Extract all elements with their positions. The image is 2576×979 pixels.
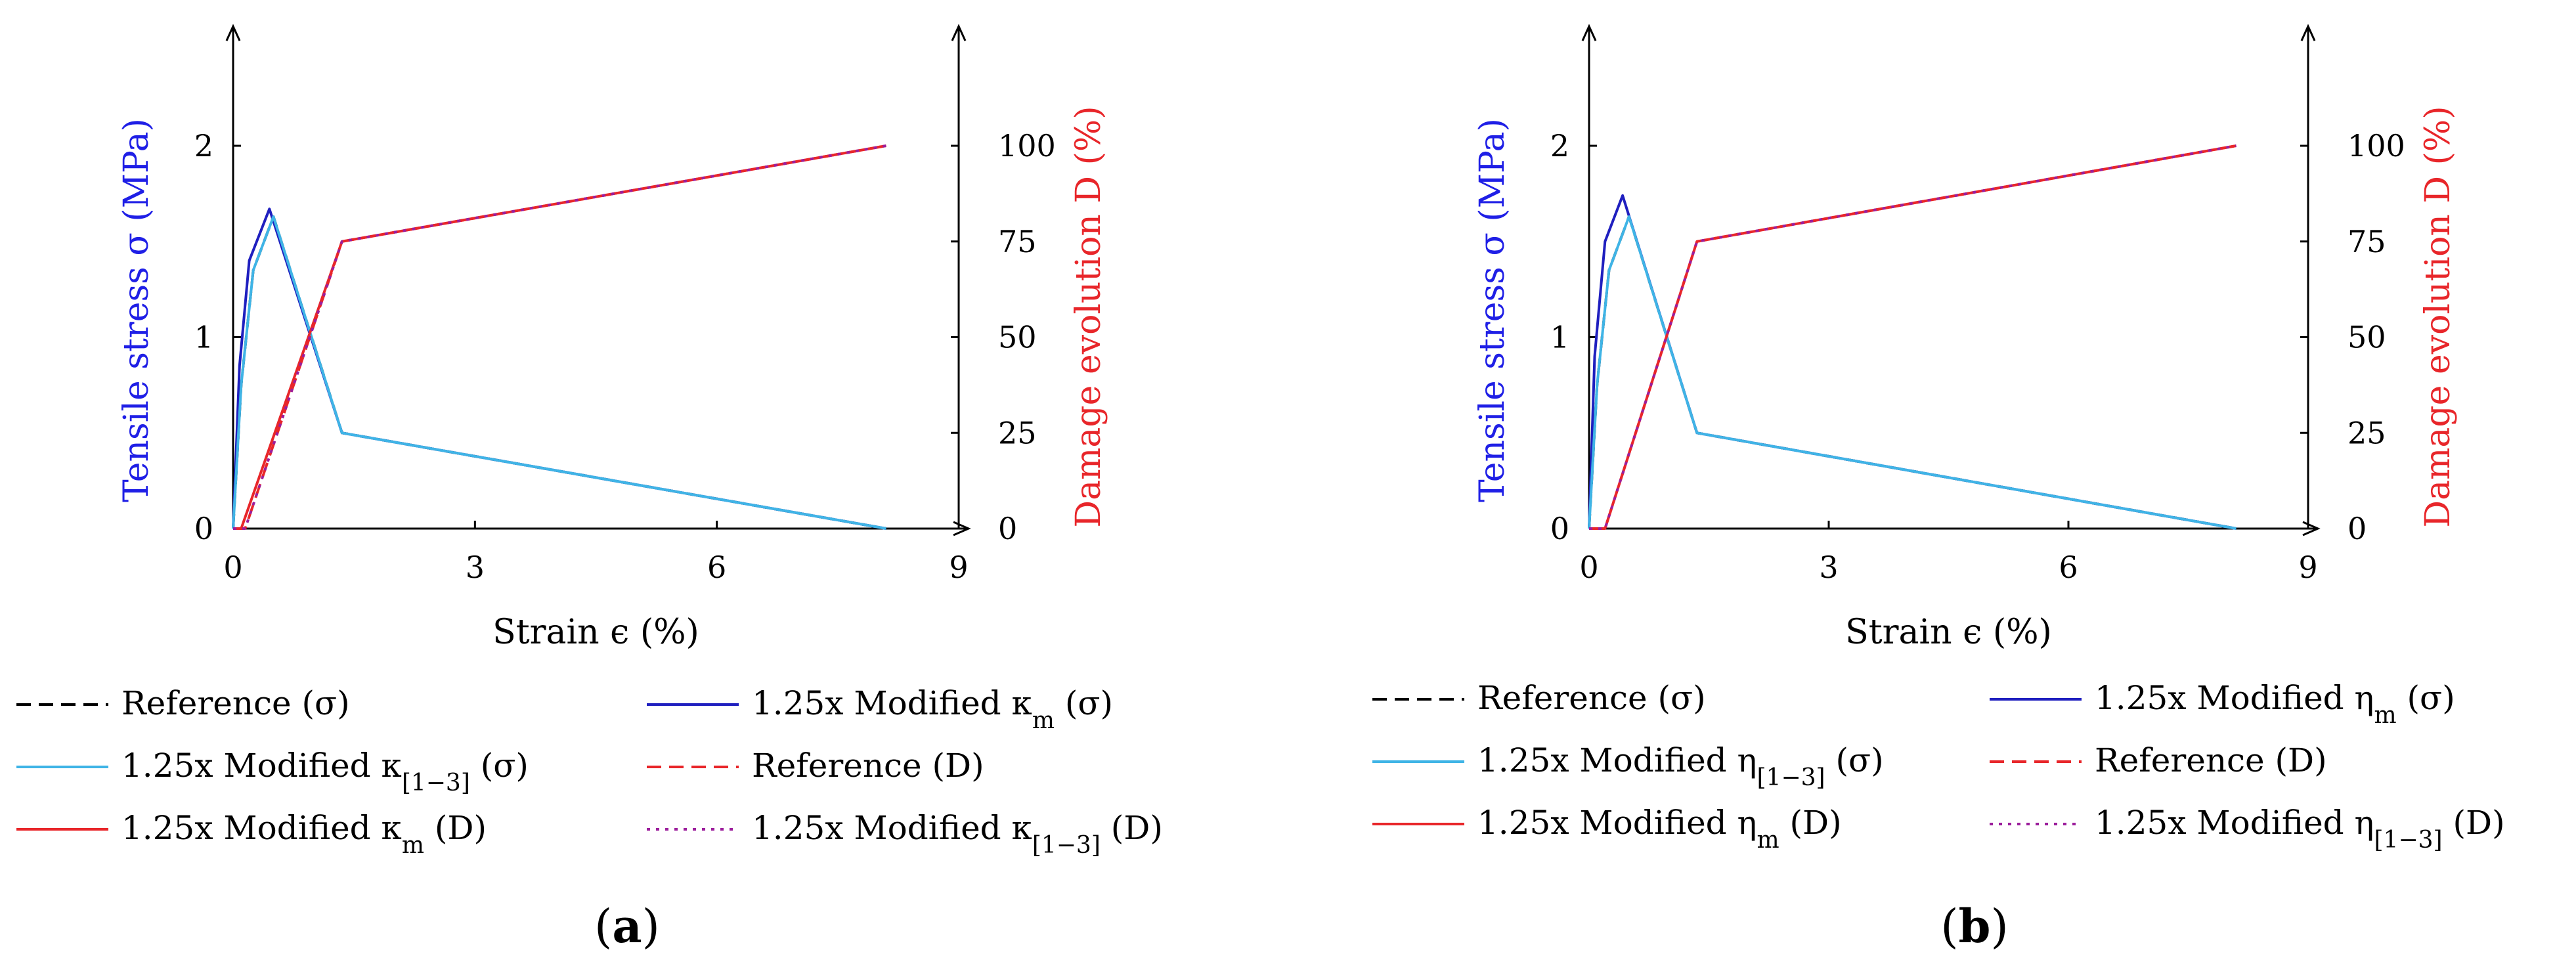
series-line — [232, 215, 886, 530]
y-axis-left-arrow — [225, 24, 241, 41]
y-axis-left-arrow — [1581, 24, 1597, 41]
y-axis-right-label: Damage evolution D (%) — [2418, 106, 2458, 527]
legend-label: Reference (σ) — [1477, 679, 1706, 717]
x-tick-label: 6 — [707, 550, 726, 585]
panel-label: (a) — [594, 899, 660, 953]
y-right-tick-label: 25 — [2347, 415, 2386, 450]
y-left-tick-label: 1 — [194, 320, 213, 355]
y-right-tick-label: 100 — [998, 128, 1056, 163]
y-axis-left-label: Tensile stress σ (MPa) — [117, 118, 156, 502]
legend-label: Reference (D) — [752, 747, 984, 785]
x-tick-label: 3 — [466, 550, 485, 585]
x-tick-label: 0 — [1579, 550, 1598, 585]
x-tick-label: 6 — [2059, 550, 2078, 585]
y-right-tick-label: 50 — [2347, 320, 2386, 355]
y-right-tick-label: 0 — [2347, 511, 2367, 546]
series-line — [1589, 144, 2237, 530]
legend-label: 1.25x Modified ηm (σ) — [2095, 679, 2455, 729]
series-line — [1588, 215, 2237, 530]
x-tick-label: 9 — [2298, 550, 2317, 585]
y-left-tick-label: 0 — [1550, 511, 1569, 546]
legend-label: 1.25x Modified κm (σ) — [752, 684, 1113, 734]
legend-label: 1.25x Modified κm (D) — [121, 809, 487, 859]
y-axis-right-arrow — [951, 24, 967, 41]
legend-label: Reference (σ) — [121, 684, 350, 722]
x-tick-label: 0 — [223, 550, 242, 585]
legend-label: 1.25x Modified κ[1−3] (σ) — [121, 747, 529, 796]
y-left-tick-label: 0 — [194, 511, 213, 546]
y-axis-right-arrow — [2300, 24, 2316, 41]
panel-label: (b) — [1940, 899, 2009, 953]
x-axis-label: Strain ϵ (%) — [1845, 613, 2052, 652]
y-right-tick-label: 100 — [2347, 128, 2405, 163]
y-right-tick-label: 25 — [998, 415, 1037, 450]
legend-label: 1.25x Modified ηm (D) — [1477, 804, 1842, 854]
legend-label: 1.25x Modified κ[1−3] (D) — [752, 809, 1163, 859]
x-tick-label: 9 — [949, 550, 968, 585]
x-axis-label: Strain ϵ (%) — [492, 613, 699, 652]
x-tick-label: 3 — [1819, 550, 1838, 585]
series-line — [1588, 215, 2237, 530]
legend-label: 1.25x Modified η[1−3] (σ) — [1477, 741, 1884, 791]
legend-label: 1.25x Modified η[1−3] (D) — [2095, 804, 2505, 854]
series-line — [232, 207, 886, 530]
y-left-tick-label: 1 — [1550, 320, 1569, 355]
legend-label: Reference (D) — [2095, 741, 2327, 779]
series-line — [233, 144, 886, 530]
y-left-tick-label: 2 — [194, 128, 213, 163]
y-right-tick-label: 50 — [998, 320, 1037, 355]
series-line — [232, 215, 886, 530]
y-axis-left-label: Tensile stress σ (MPa) — [1473, 118, 1512, 502]
y-right-tick-label: 75 — [2347, 224, 2386, 259]
y-left-tick-label: 2 — [1550, 128, 1569, 163]
series-line — [1588, 194, 2237, 530]
y-axis-right-label: Damage evolution D (%) — [1069, 106, 1108, 527]
y-right-tick-label: 75 — [998, 224, 1037, 259]
y-right-tick-label: 0 — [998, 511, 1017, 546]
